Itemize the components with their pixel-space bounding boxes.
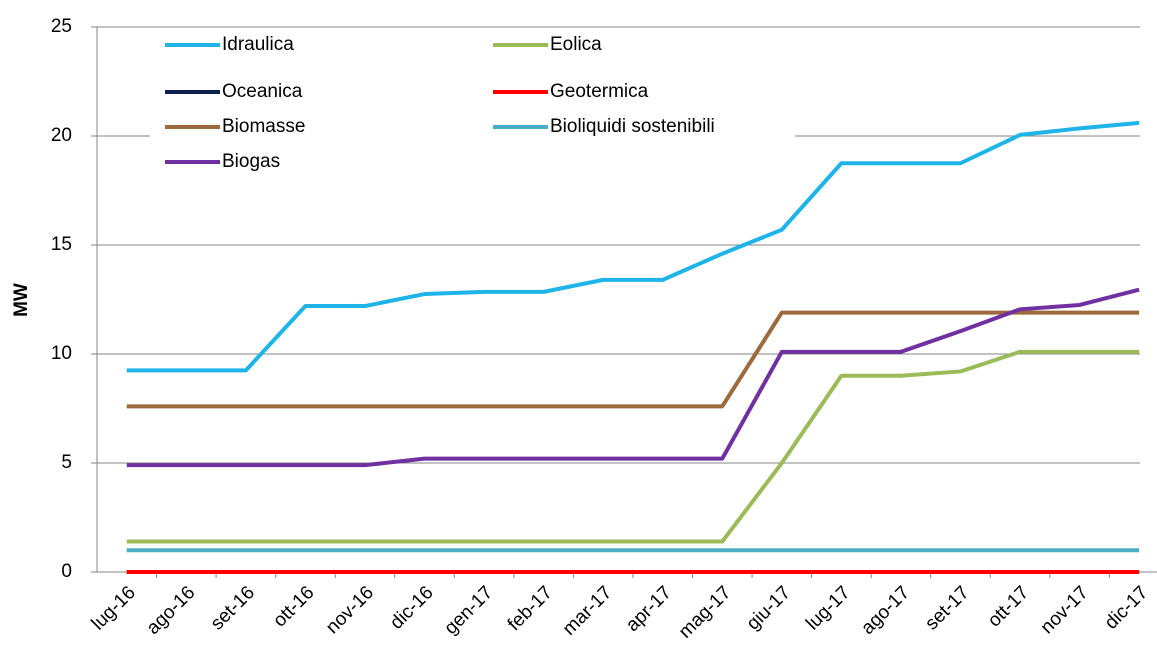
x-tick-label: mar-17 [559,582,616,639]
x-tick-label: lug-16 [88,582,140,634]
x-tick-label: nov-17 [1037,582,1093,638]
y-tick-label: 15 [51,234,72,255]
x-tick-label: giu-17 [743,582,795,634]
x-tick-label: nov-16 [322,582,378,638]
x-tick-label: set-16 [207,582,259,634]
x-tick-label: ago-17 [857,582,914,639]
x-tick-label: dic-16 [386,582,437,633]
legend-label: Biomasse [222,116,305,137]
series-line [126,310,1140,409]
legend-label: Oceanica [222,81,303,102]
x-tick-label: feb-17 [504,582,557,635]
legend-label: Eolica [550,34,602,55]
x-tick-label: mag-17 [675,582,735,642]
x-tick-label: dic-17 [1101,582,1152,633]
x-tick-label: apr-17 [622,582,676,636]
legend-label: Geotermica [550,81,649,102]
legend-label: Biogas [222,151,280,172]
x-tick-label: ago-16 [143,582,200,639]
legend-label: Idraulica [222,34,294,55]
y-axis-label: MW [11,283,32,317]
x-tick-label: gen-17 [440,582,497,639]
y-tick-label: 25 [51,16,72,37]
series-line [126,120,1140,373]
legend-background [150,30,795,180]
x-tick-label: set-17 [921,582,973,634]
x-tick-label: ott-17 [984,582,1033,631]
series-line [126,287,1140,468]
y-tick-label: 5 [61,452,72,473]
y-tick-label: 20 [51,125,72,146]
legend-label: Bioliquidi sostenibili [550,116,715,137]
y-tick-label: 0 [61,561,72,582]
x-tick-label: ott-16 [269,582,318,631]
x-tick-label: lug-17 [802,582,854,634]
series-line [126,349,1140,544]
y-tick-label: 10 [51,343,72,364]
